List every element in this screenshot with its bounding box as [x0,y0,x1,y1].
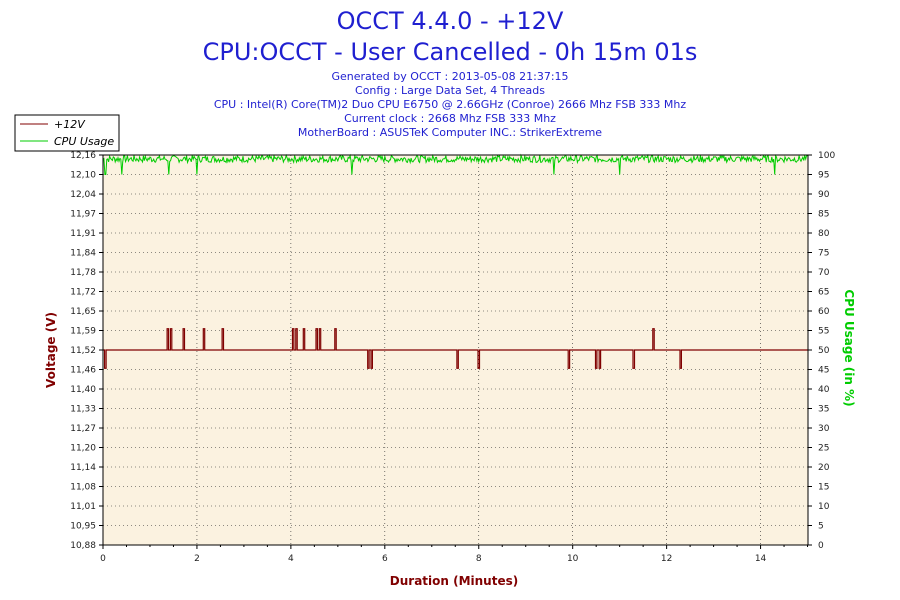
info-line-clock: Current clock : 2668 Mhz FSB 333 Mhz [344,112,556,125]
y-left-tick-label: 11,91 [70,229,96,239]
y-left-tick-label: 11,01 [70,502,96,512]
y-right-tick-label: 85 [818,210,829,220]
right-axis: 1009590858075706560555045403530252015105… [808,151,835,551]
y-left-tick-label: 10,88 [70,541,96,551]
y-right-tick-label: 60 [818,307,830,317]
y-left-tick-label: 11,52 [70,346,96,356]
x-axis: 0 2 4 6 8 10 12 14 [100,545,809,564]
series-cpu-usage [102,153,808,175]
y-right-tick-label: 80 [818,229,830,239]
x-tick-label: 4 [288,554,294,564]
y-left-tick-label: 12,10 [70,171,96,181]
left-axis: 12,16 12,10 12,04 11,97 11,91 11,84 11,78 11,72… [70,151,103,551]
y-left-tick-label: 11,27 [70,424,96,434]
y-left-tick-label: 11,33 [70,405,96,415]
x-axis-title: Duration (Minutes) [390,574,518,588]
y-right-tick-label: 20 [818,463,830,473]
y-left-tick-label: 11,20 [70,444,96,454]
voltage-line [103,328,808,369]
x-tick-label: 14 [755,554,767,564]
y-right-tick-label: 10 [818,502,830,512]
y-left-tick-label: 11,72 [70,288,96,298]
info-line-motherboard: MotherBoard : ASUSTeK Computer INC.: Str… [298,126,602,139]
y-right-tick-label: 100 [818,151,835,161]
y-right-tick-label: 70 [818,268,830,278]
y-right-tick-label: 15 [818,483,829,493]
x-tick-label: 2 [194,554,200,564]
info-line-cpu: CPU : Intel(R) Core(TM)2 Duo CPU E6750 @… [214,98,686,111]
y-right-tick-label: 50 [818,346,830,356]
y-right-tick-label: 0 [818,541,824,551]
y-left-tick-label: 12,04 [70,190,96,200]
y-right-tick-label: 35 [818,405,829,415]
legend: +12V CPU Usage [14,114,120,152]
y-right-tick-label: 45 [818,366,829,376]
y-right-tick-label: 90 [818,190,830,200]
x-tick-label: 10 [567,554,579,564]
info-line-generated: Generated by OCCT : 2013-05-08 21:37:15 [331,70,568,83]
y-left-tick-label: 12,16 [70,151,96,161]
y-right-tick-label: 55 [818,327,829,337]
legend-label-voltage: +12V [54,118,86,131]
x-tick-label: 0 [100,554,106,564]
y-left-tick-label: 11,14 [70,463,96,473]
y-left-tick-label: 11,59 [70,327,96,337]
y-right-tick-label: 25 [818,444,829,454]
info-line-config: Config : Large Data Set, 4 Threads [355,84,545,97]
chart-title: OCCT 4.4.0 - +12V [337,7,564,35]
y-left-tick-label: 10,95 [70,522,96,532]
y-right-tick-label: 65 [818,288,829,298]
y-axis-right-title: CPU Usage (in %) [842,289,856,406]
chart-subtitle: CPU:OCCT - User Cancelled - 0h 15m 01s [203,38,698,66]
y-left-tick-label: 11,08 [70,483,96,493]
series-voltage [103,328,808,369]
x-tick-label: 6 [382,554,388,564]
y-right-tick-label: 5 [818,522,824,532]
y-left-tick-label: 11,97 [70,210,96,220]
x-tick-label: 8 [476,554,482,564]
legend-box [14,114,120,152]
legend-label-cpu: CPU Usage [54,135,114,148]
y-axis-left-title: Voltage (V) [44,312,58,388]
x-tick-label: 12 [661,554,672,564]
y-left-tick-label: 11,78 [70,268,96,278]
y-right-tick-label: 95 [818,171,829,181]
y-left-tick-label: 11,84 [70,249,96,259]
y-left-tick-label: 11,46 [70,366,96,376]
y-left-tick-label: 11,65 [70,307,96,317]
y-right-tick-label: 40 [818,385,830,395]
y-right-tick-label: 30 [818,424,830,434]
y-right-tick-label: 75 [818,249,829,259]
y-left-tick-label: 11,40 [70,385,96,395]
cpu-usage-line [102,153,808,175]
